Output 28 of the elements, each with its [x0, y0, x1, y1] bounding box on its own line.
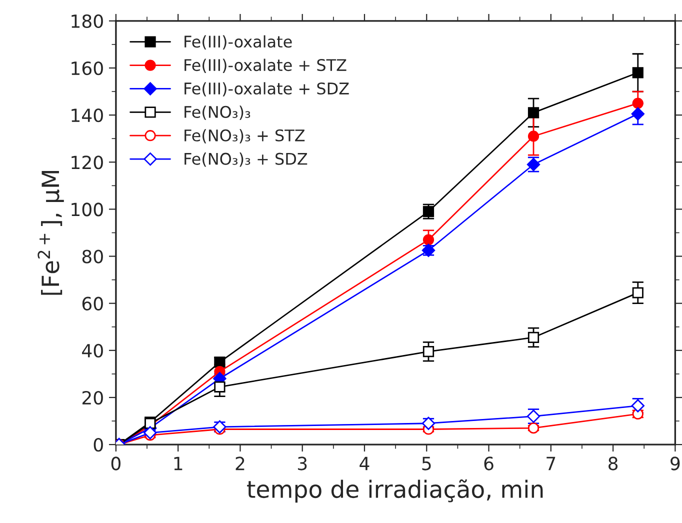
x-tick-label: 2: [236, 456, 244, 470]
legend-label: Fe(NO₃)₃ + STZ: [184, 129, 305, 144]
x-tick-label: 8: [608, 456, 618, 470]
x-tick-label: 6: [484, 456, 494, 470]
x-tick-label: 0: [111, 456, 120, 470]
y-tick-label: 120: [72, 156, 103, 170]
x-tick-label: 9: [670, 456, 680, 470]
x-tick-label: 5: [422, 456, 431, 470]
y-tick-label: 160: [72, 61, 103, 76]
y-axis-title: [Fe$^{2+}$], μM: [38, 170, 64, 295]
legend-label: Fe(III)-oxalate + STZ: [184, 58, 346, 73]
y-tick-label: 140: [72, 108, 103, 122]
x-tick-label: 4: [360, 456, 370, 470]
legend-label: Fe(III)-oxalate: [184, 35, 292, 50]
legend-label: Fe(NO₃)₃ + SDZ: [184, 152, 308, 167]
x-axis-title: tempo de irradiação, min: [247, 479, 543, 503]
x-tick-label: 1: [174, 456, 182, 470]
y-tick-label: 0: [94, 438, 103, 452]
legend-label: Fe(NO₃)₃: [184, 106, 250, 120]
legend-label: Fe(III)-oxalate + SDZ: [184, 82, 349, 96]
y-tick-label: 100: [72, 202, 103, 216]
y-tick-label: 80: [82, 250, 103, 264]
y-tick-label: 20: [82, 390, 103, 405]
y-tick-label: 60: [82, 296, 103, 310]
x-tick-label: 3: [298, 456, 307, 470]
x-tick-label: 7: [546, 456, 556, 470]
y-tick-label: 40: [82, 344, 103, 358]
y-tick-label: 180: [72, 14, 103, 28]
